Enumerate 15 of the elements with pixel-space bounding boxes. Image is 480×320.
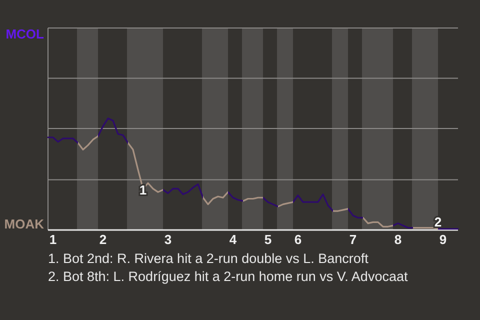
x-tick-label: 3: [164, 232, 172, 247]
text: MCOL: [6, 26, 44, 42]
x-tick-label: 4: [229, 232, 238, 247]
x-tick-label: 5: [264, 232, 272, 247]
text: 2. Bot 8th: L. Rodríguez hit a 2-run home run vs V. Advocaat: [48, 269, 408, 284]
text: MOAK: [4, 216, 45, 232]
x-tick-label: 2: [99, 232, 107, 247]
annotation: 2: [434, 214, 442, 230]
text: 1. Bot 2nd: R. Rivera hit a 2-run double vs L. Bancroft: [48, 251, 369, 266]
x-tick-label: 8: [394, 232, 402, 247]
annotation: 1: [139, 182, 147, 198]
x-tick-label: 6: [294, 232, 302, 247]
x-tick-label: 1: [49, 232, 57, 247]
x-tick-label: 9: [439, 232, 447, 247]
x-tick-label: 7: [349, 232, 357, 247]
